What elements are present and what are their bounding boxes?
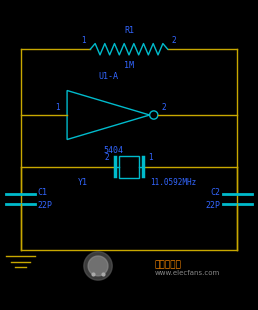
- Text: 22P: 22P: [206, 201, 221, 210]
- Text: 2: 2: [162, 103, 167, 112]
- Text: Y1: Y1: [78, 178, 87, 187]
- Text: 22P: 22P: [37, 201, 52, 210]
- Text: 1: 1: [149, 153, 154, 162]
- Text: C1: C1: [37, 188, 47, 197]
- Polygon shape: [84, 252, 112, 280]
- Text: 2: 2: [172, 36, 176, 45]
- Text: R1: R1: [124, 26, 134, 35]
- Text: U1-A: U1-A: [98, 73, 118, 82]
- Bar: [119, 156, 139, 178]
- Text: 1: 1: [82, 36, 86, 45]
- Polygon shape: [88, 256, 108, 276]
- Text: 电子发烧友: 电子发烧友: [155, 260, 182, 269]
- Text: 2: 2: [104, 153, 109, 162]
- Text: 1M: 1M: [124, 61, 134, 70]
- Text: 1: 1: [56, 103, 60, 112]
- Text: C2: C2: [211, 188, 221, 197]
- Text: 5404: 5404: [103, 146, 124, 155]
- Text: 11.0592MHz: 11.0592MHz: [150, 178, 196, 187]
- Text: www.elecfans.com: www.elecfans.com: [155, 270, 220, 276]
